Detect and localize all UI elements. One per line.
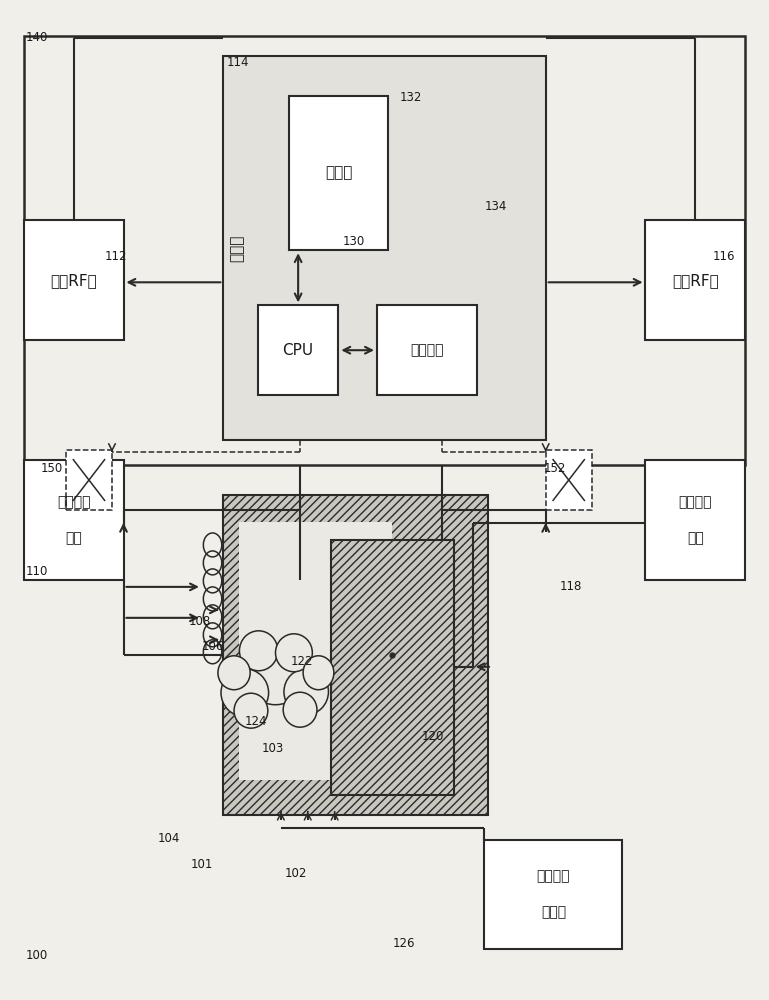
Text: 130: 130 — [342, 235, 365, 248]
Text: 124: 124 — [245, 715, 268, 728]
Bar — [258, 305, 338, 395]
Text: 103: 103 — [261, 742, 284, 755]
Bar — [24, 220, 124, 340]
Text: 第二匹配: 第二匹配 — [678, 495, 712, 509]
Text: 134: 134 — [484, 200, 507, 213]
Bar — [238, 522, 392, 780]
Text: 第一匹配: 第一匹配 — [57, 495, 91, 509]
Bar — [546, 450, 592, 510]
Text: 140: 140 — [25, 31, 48, 44]
Text: 122: 122 — [291, 655, 313, 668]
Text: 供应器: 供应器 — [541, 905, 566, 919]
Text: 152: 152 — [544, 462, 567, 475]
Ellipse shape — [239, 631, 278, 671]
Bar — [66, 450, 112, 510]
Text: 104: 104 — [158, 832, 181, 845]
Text: 114: 114 — [227, 56, 250, 69]
Ellipse shape — [284, 669, 328, 715]
Text: 116: 116 — [713, 250, 735, 263]
Ellipse shape — [244, 645, 307, 705]
Text: 网络: 网络 — [687, 531, 704, 545]
Text: 101: 101 — [191, 858, 214, 871]
Text: 100: 100 — [25, 949, 48, 962]
Bar — [645, 460, 745, 580]
Text: 108: 108 — [188, 615, 211, 628]
Bar — [24, 460, 124, 580]
Text: 第二RF源: 第二RF源 — [672, 273, 719, 288]
Bar — [223, 56, 546, 440]
Bar — [24, 36, 745, 465]
Text: 118: 118 — [560, 580, 582, 593]
Ellipse shape — [283, 692, 317, 727]
Text: 控制器: 控制器 — [230, 234, 245, 262]
Text: CPU: CPU — [282, 343, 314, 358]
Text: 126: 126 — [392, 937, 414, 950]
Bar — [223, 495, 488, 815]
Text: 106: 106 — [201, 640, 225, 653]
Text: 第一RF源: 第一RF源 — [50, 273, 97, 288]
Text: 112: 112 — [105, 250, 127, 263]
Text: 102: 102 — [285, 867, 307, 880]
Bar — [645, 220, 745, 340]
Text: 支持电路: 支持电路 — [410, 343, 444, 357]
Text: 工艺气体: 工艺气体 — [537, 869, 570, 883]
Text: 132: 132 — [400, 91, 422, 104]
Text: 150: 150 — [41, 462, 63, 475]
Text: 120: 120 — [421, 730, 444, 743]
Bar — [331, 540, 454, 795]
Bar — [377, 305, 477, 395]
Text: 网络: 网络 — [65, 531, 82, 545]
Text: 存储器: 存储器 — [325, 165, 352, 180]
Bar — [288, 96, 388, 250]
Text: 110: 110 — [25, 565, 48, 578]
Ellipse shape — [221, 669, 268, 717]
Ellipse shape — [275, 634, 312, 672]
Ellipse shape — [234, 693, 268, 728]
Ellipse shape — [218, 656, 250, 690]
Bar — [484, 840, 622, 949]
Ellipse shape — [303, 656, 334, 690]
